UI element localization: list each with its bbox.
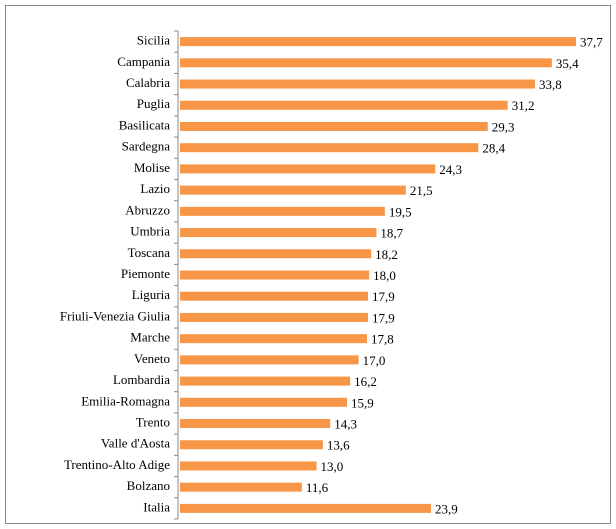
bar [180,503,432,513]
category-label: Sicilia [137,33,170,48]
bar [180,228,377,238]
category-label: Valle d'Aosta [101,436,170,451]
category-label: Sardegna [122,139,171,154]
value-label: 24,3 [439,162,462,177]
category-label: Basilicata [119,117,170,132]
bar [180,143,479,153]
category-label: Lombardia [113,372,170,387]
category-label: Friuli-Venezia Giulia [60,308,170,323]
bar [180,185,406,195]
bar [180,249,372,259]
bar [180,100,508,110]
bar [180,312,369,322]
value-label: 21,5 [410,183,433,198]
category-label: Campania [117,54,170,69]
value-label: 37,7 [580,35,603,50]
bar [180,37,576,47]
category-label: Veneto [134,351,170,366]
bar [180,334,367,344]
value-label: 35,4 [556,56,579,71]
value-label: 33,8 [539,77,562,92]
value-label: 23,9 [435,501,458,516]
category-label: Liguria [132,287,170,302]
category-label: Molise [134,160,170,175]
category-label: Puglia [137,96,170,111]
category-label: Marche [130,330,170,345]
value-label: 15,9 [351,395,374,410]
category-label: Trentino-Alto Adige [64,457,170,472]
category-label: Lazio [140,181,170,196]
value-label: 18,7 [380,226,403,241]
bar [180,164,436,174]
bar [180,376,351,386]
value-label: 17,0 [363,353,386,368]
category-label: Calabria [126,75,170,90]
bar [180,206,385,216]
bar [180,58,552,68]
value-label: 14,3 [334,417,357,432]
value-label: 18,2 [375,247,398,262]
category-label: Emilia-Romagna [81,393,170,408]
value-label: 17,9 [372,310,395,325]
category-label: Italia [143,499,170,514]
value-label: 11,6 [306,480,329,495]
category-label: Bolzano [127,478,170,493]
bar [180,270,370,280]
category-label: Piemonte [121,266,170,281]
category-label: Abruzzo [125,202,170,217]
category-label: Trento [136,415,170,430]
bar [180,397,348,407]
bar [180,461,317,471]
chart-frame [5,5,611,524]
category-label: Umbria [130,224,170,239]
value-label: 31,2 [512,98,535,113]
value-label: 18,0 [373,268,396,283]
bar [180,419,331,429]
bar [180,291,369,301]
bar [180,482,302,492]
bar [180,121,488,131]
category-label: Toscana [128,245,171,260]
value-label: 13,6 [327,438,350,453]
bar [180,79,536,89]
value-label: 28,4 [482,141,505,156]
value-label: 17,8 [371,332,394,347]
value-label: 16,2 [354,374,377,389]
value-label: 13,0 [321,459,344,474]
value-label: 29,3 [492,119,515,134]
bar [180,440,323,450]
value-label: 19,5 [389,204,412,219]
value-label: 17,9 [372,289,395,304]
bar [180,355,359,365]
